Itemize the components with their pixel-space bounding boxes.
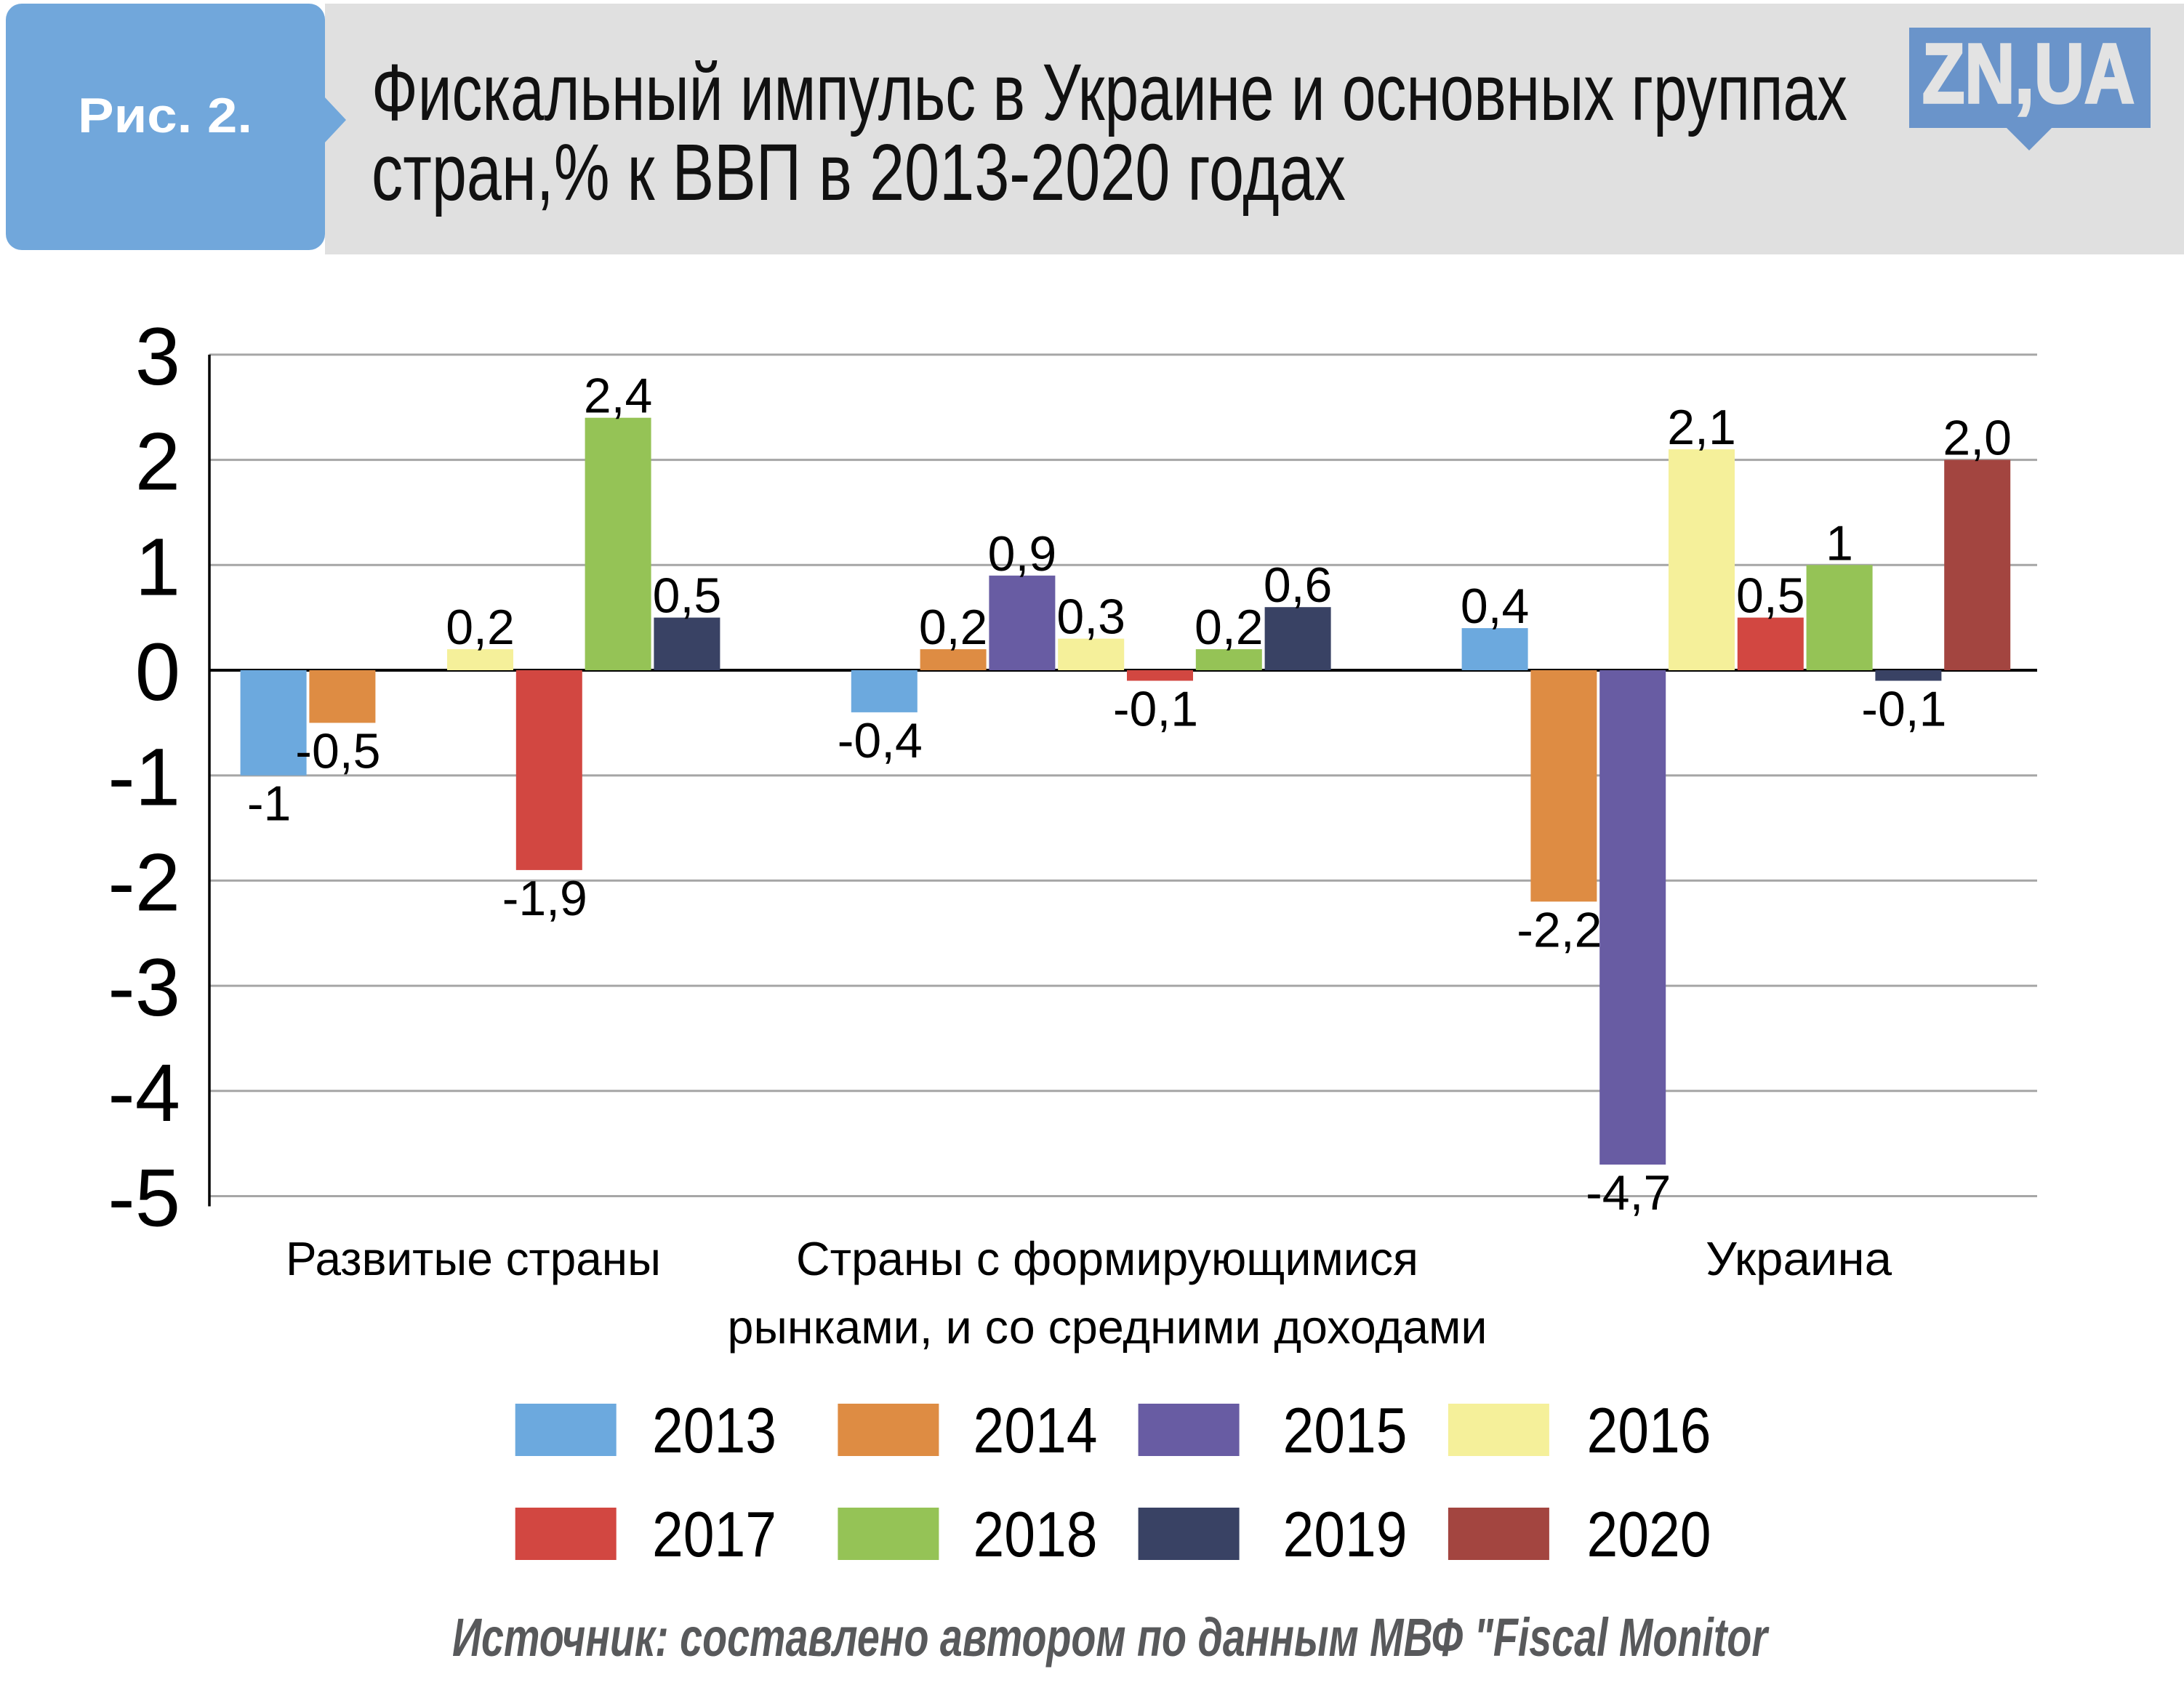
svg-text:0,5: 0,5 bbox=[1736, 568, 1805, 624]
svg-text:Страны с формирующимися: Страны с формирующимися bbox=[796, 1232, 1418, 1285]
svg-text:-2,2: -2,2 bbox=[1517, 902, 1602, 957]
svg-text:-3: -3 bbox=[108, 942, 180, 1033]
svg-text:ZN,UA: ZN,UA bbox=[1922, 26, 2135, 121]
svg-text:2: 2 bbox=[135, 417, 180, 507]
svg-text:0,2: 0,2 bbox=[1195, 600, 1264, 655]
svg-text:2015: 2015 bbox=[1283, 1394, 1408, 1466]
svg-text:2014: 2014 bbox=[973, 1394, 1098, 1466]
svg-text:-4: -4 bbox=[108, 1047, 180, 1138]
svg-text:стран,% к ВВП в 2013-2020 года: стран,% к ВВП в 2013-2020 годах bbox=[372, 128, 1346, 217]
svg-text:-0,1: -0,1 bbox=[1861, 682, 1946, 737]
svg-text:Развитые страны: Развитые страны bbox=[286, 1232, 661, 1285]
svg-text:0,9: 0,9 bbox=[988, 526, 1057, 582]
svg-text:0,4: 0,4 bbox=[1461, 579, 1530, 634]
svg-text:0,3: 0,3 bbox=[1056, 590, 1125, 645]
svg-text:1: 1 bbox=[135, 521, 180, 612]
svg-text:2013: 2013 bbox=[652, 1394, 776, 1466]
svg-text:2019: 2019 bbox=[1283, 1498, 1408, 1570]
svg-text:0,6: 0,6 bbox=[1264, 558, 1333, 613]
svg-text:-0,5: -0,5 bbox=[295, 723, 380, 779]
svg-text:2,1: 2,1 bbox=[1667, 400, 1736, 455]
svg-text:2018: 2018 bbox=[973, 1498, 1098, 1570]
svg-text:-0,1: -0,1 bbox=[1113, 682, 1198, 737]
svg-text:-1: -1 bbox=[108, 732, 180, 823]
svg-text:2017: 2017 bbox=[652, 1498, 776, 1570]
svg-text:1: 1 bbox=[1826, 515, 1853, 571]
svg-text:Фискальный импульс в Украине и: Фискальный импульс в Украине и основных … bbox=[372, 48, 1847, 137]
svg-text:2,0: 2,0 bbox=[1943, 411, 2012, 466]
svg-text:Источник: составлено автором п: Источник: составлено автором по данным М… bbox=[452, 1607, 1770, 1668]
svg-text:-4,7: -4,7 bbox=[1586, 1165, 1671, 1220]
svg-text:Рис. 2.: Рис. 2. bbox=[78, 88, 252, 143]
svg-text:2020: 2020 bbox=[1587, 1498, 1711, 1570]
svg-text:-1: -1 bbox=[247, 776, 291, 832]
svg-text:Украина: Украина bbox=[1706, 1232, 1892, 1285]
svg-text:-2: -2 bbox=[108, 837, 180, 928]
svg-text:0,2: 0,2 bbox=[919, 600, 988, 655]
svg-text:-1,9: -1,9 bbox=[502, 871, 587, 926]
svg-text:-0,4: -0,4 bbox=[838, 713, 923, 768]
svg-text:0,5: 0,5 bbox=[653, 568, 722, 624]
svg-text:2,4: 2,4 bbox=[584, 369, 653, 424]
svg-text:рынками, и со средними доходам: рынками, и со средними доходами bbox=[728, 1300, 1488, 1354]
svg-text:0,2: 0,2 bbox=[446, 600, 515, 655]
svg-text:2016: 2016 bbox=[1587, 1394, 1711, 1466]
svg-text:-5: -5 bbox=[108, 1153, 180, 1244]
svg-text:0: 0 bbox=[135, 627, 180, 717]
svg-text:3: 3 bbox=[135, 311, 180, 402]
